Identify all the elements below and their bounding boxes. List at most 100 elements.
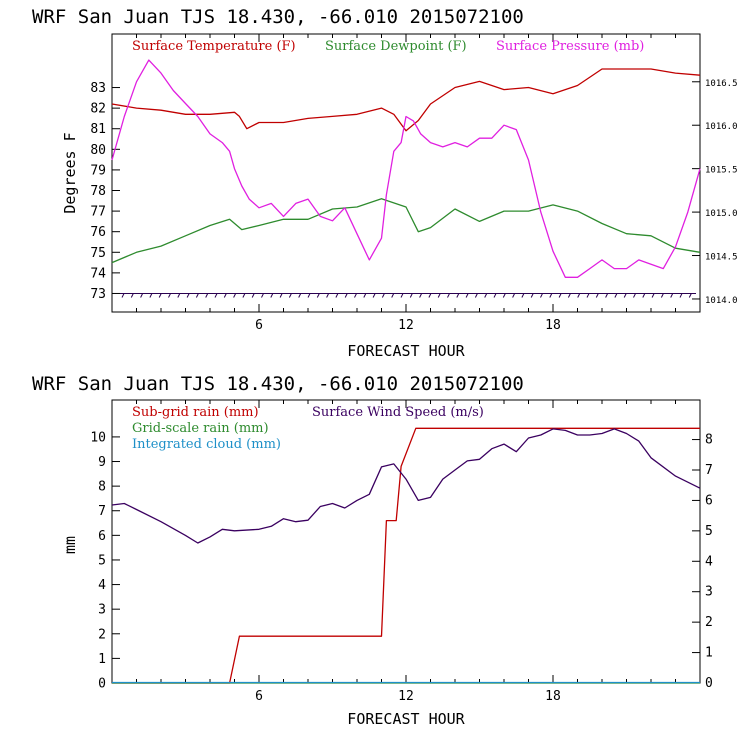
- left-y-tick-label-6: 6: [98, 529, 106, 544]
- legend-surface-wind-speed: Surface Wind Speed (m/s): [312, 405, 484, 420]
- wind-barb: [270, 293, 274, 298]
- wind-barb: [530, 293, 534, 298]
- x-tick-label-6: 6: [255, 318, 263, 333]
- left-y-tick-label-80: 80: [90, 143, 106, 158]
- wind-barb: [670, 293, 674, 298]
- wind-barb: [186, 293, 190, 298]
- wind-barb: [558, 293, 562, 298]
- left-y-tick-label-1: 1: [98, 652, 106, 667]
- wind-barb: [391, 293, 395, 298]
- left-y-tick-label-7: 7: [98, 504, 106, 519]
- left-y-tick-label-0: 0: [98, 677, 106, 692]
- top-plot-frame: [111, 33, 701, 313]
- wind-barb: [344, 293, 348, 298]
- wind-barb: [605, 293, 609, 298]
- right-y-tick-label-0: 0: [705, 676, 713, 691]
- wind-barb: [409, 293, 413, 298]
- left-y-tick-label-77: 77: [90, 205, 106, 220]
- right-y-tick-label-1014-5: 1014.5: [705, 253, 738, 263]
- wind-barb: [158, 293, 162, 298]
- top-legend: Surface Temperature (F) Surface Dewpoint…: [132, 39, 644, 54]
- series-line-surface-dewpoint-f: [111, 198, 701, 264]
- left-y-tick-label-82: 82: [90, 102, 106, 117]
- left-y-tick-label-76: 76: [90, 225, 106, 240]
- bottom-legend: Sub-grid rain (mm) Grid-scale rain (mm) …: [132, 405, 484, 452]
- top-x-ticks: 6 12 18: [111, 34, 701, 333]
- bottom-chart-title: WRF San Juan TJS 18.430, -66.010 2015072…: [32, 373, 524, 395]
- right-y-tick-label-4: 4: [705, 554, 713, 569]
- wind-barb: [623, 293, 627, 298]
- wind-barbs-row: [120, 292, 696, 298]
- wind-barb: [288, 293, 292, 298]
- wind-barb: [474, 293, 478, 298]
- series-line-surface-wind-speed-m-s: [111, 428, 701, 544]
- wind-barb: [242, 293, 246, 298]
- wind-barb: [456, 293, 460, 298]
- legend-sub-grid-rain: Sub-grid rain (mm): [132, 405, 259, 420]
- right-y-tick-label-1014-0: 1014.0: [705, 296, 738, 306]
- wind-barb: [121, 293, 125, 298]
- wind-barb: [335, 293, 339, 298]
- wind-barb: [521, 293, 525, 298]
- wind-barb: [214, 293, 218, 298]
- wind-barb: [400, 293, 404, 298]
- left-y-tick-label-73: 73: [90, 287, 106, 302]
- wind-barb: [484, 293, 488, 298]
- wind-barb: [233, 293, 237, 298]
- wind-barb: [168, 293, 171, 298]
- left-y-tick-label-75: 75: [90, 246, 106, 261]
- legend-surface-pressure: Surface Pressure (mb): [496, 39, 644, 54]
- wind-barb: [549, 293, 553, 298]
- bottom-series-group: [111, 427, 701, 684]
- wind-barb: [261, 293, 264, 298]
- legend-surface-dewpoint: Surface Dewpoint (F): [325, 39, 467, 54]
- top-y-axis-label: Degrees F: [61, 132, 79, 213]
- wind-barb: [381, 293, 385, 298]
- wind-barb: [447, 293, 450, 298]
- right-y-tick-label-1015-5: 1015.5: [705, 166, 738, 176]
- x-tick-label-6: 6: [255, 689, 263, 704]
- left-y-tick-label-8: 8: [98, 480, 106, 495]
- right-y-tick-label-2: 2: [705, 615, 713, 630]
- top-chart-title: WRF San Juan TJS 18.430, -66.010 2015072…: [32, 6, 524, 28]
- legend-grid-scale-rain: Grid-scale rain (mm): [132, 421, 269, 436]
- wind-barb: [493, 293, 497, 298]
- wind-barb: [633, 293, 636, 298]
- series-line-surface-temperature-f: [111, 68, 701, 132]
- x-tick-label-18: 18: [545, 689, 561, 704]
- x-tick-label-18: 18: [545, 318, 561, 333]
- left-y-tick-label-2: 2: [98, 627, 106, 642]
- wind-barb: [372, 293, 376, 298]
- left-y-tick-label-9: 9: [98, 455, 106, 470]
- wind-barb: [502, 293, 506, 298]
- right-y-tick-label-6: 6: [705, 493, 713, 508]
- wind-barb: [465, 293, 469, 298]
- right-y-tick-label-8: 8: [705, 433, 713, 448]
- left-y-tick-label-4: 4: [98, 578, 106, 593]
- right-y-tick-label-1: 1: [705, 646, 713, 661]
- wind-barb: [577, 293, 581, 298]
- wind-barb: [205, 293, 209, 298]
- series-line-surface-pressure-mb: [111, 59, 701, 278]
- right-y-tick-label-7: 7: [705, 463, 713, 478]
- bottom-panel: WRF San Juan TJS 18.430, -66.010 2015072…: [32, 373, 713, 728]
- wind-barb: [251, 293, 255, 298]
- wind-barb: [651, 293, 655, 298]
- top-right-y-ticks: 1014.0 1014.5 1015.0 1015.5 1016.0 1016.5: [692, 79, 738, 306]
- left-y-tick-label-78: 78: [90, 184, 106, 199]
- right-y-tick-label-5: 5: [705, 524, 713, 539]
- wind-barb: [586, 293, 590, 298]
- wind-barb: [567, 293, 571, 298]
- legend-integrated-cloud: Integrated cloud (mm): [132, 437, 281, 452]
- top-series-group: [111, 59, 701, 278]
- wind-barb: [316, 293, 320, 298]
- series-line-sub-grid-rain-mm: [112, 427, 700, 684]
- right-y-tick-label-3: 3: [705, 585, 713, 600]
- wind-barb: [354, 293, 357, 298]
- left-y-tick-label-10: 10: [90, 430, 106, 445]
- bottom-y-axis-label: mm: [61, 536, 79, 554]
- wind-barb: [595, 293, 599, 298]
- bottom-right-y-ticks: 0 1 2 3 4 5 6 7 8: [692, 433, 713, 691]
